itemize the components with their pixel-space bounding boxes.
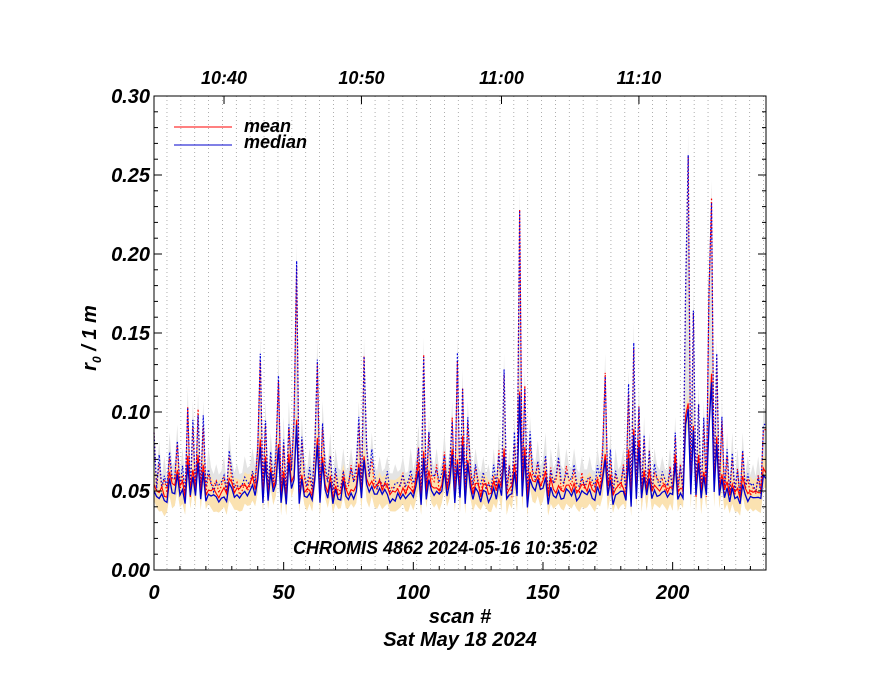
median-line (153, 382, 767, 508)
series-lines (153, 154, 767, 508)
top-time-label: 11:00 (479, 68, 524, 88)
spread-bands (154, 132, 766, 517)
x-tick-label: 150 (526, 582, 559, 604)
top-time-label: 10:40 (201, 68, 247, 88)
axis-ticks (153, 95, 766, 571)
x-tick-label: 200 (655, 582, 689, 604)
y-tick-label: 0.10 (111, 402, 150, 424)
y-tick-label: 0.20 (111, 244, 150, 266)
spread-band-gray (154, 132, 766, 517)
x-tick-label: 50 (273, 582, 295, 604)
x-tick-label: 100 (397, 582, 430, 604)
y-tick-label: 0.15 (111, 323, 151, 345)
top-time-label: 10:50 (338, 68, 384, 88)
x-axis-label: scan # (429, 606, 492, 628)
legend: mean median (174, 116, 307, 152)
legend-mean-label: mean (244, 116, 291, 136)
y-tick-label: 0.00 (111, 560, 150, 582)
y-axis-label: r0 / 1 m (79, 305, 104, 371)
chart-annotation: CHROMIS 4862 2024-05-16 10:35:02 (293, 538, 597, 558)
y-tick-label: 0.05 (111, 481, 151, 503)
x-tick-label: 0 (148, 582, 159, 604)
axis-tick-labels: 0 50 100 150 200 0.00 0.05 0.10 0.15 0.20 0.25 0.30… (111, 68, 689, 604)
top-time-label: 11:10 (617, 68, 662, 88)
y-tick-label: 0.25 (111, 165, 151, 187)
legend-median-label: median (244, 132, 307, 152)
vertical-grid (166, 96, 764, 570)
date-label: Sat May 18 2024 (383, 629, 536, 651)
y-tick-label: 0.30 (111, 86, 150, 108)
